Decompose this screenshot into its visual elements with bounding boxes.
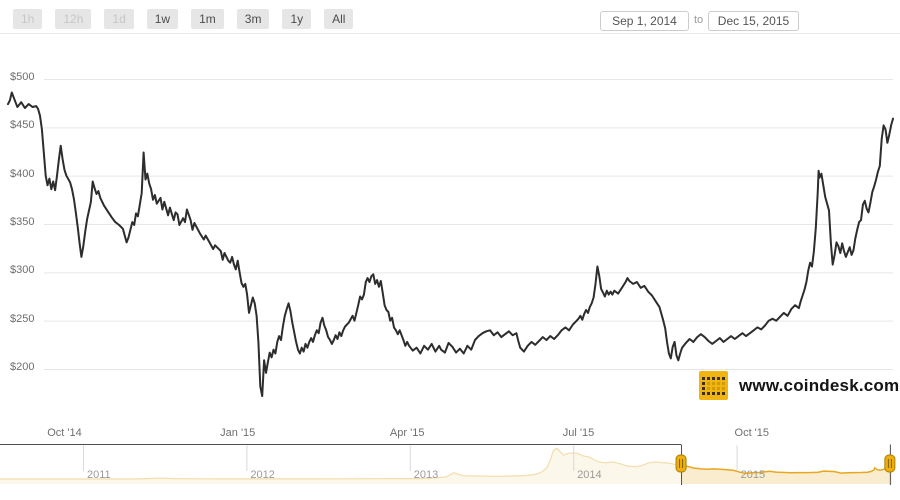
- range-selector: 1h 12h 1d 1w 1m 3m 1y All: [13, 9, 354, 29]
- navigator-year-label: 2012: [250, 469, 275, 481]
- logo-dot: [717, 386, 720, 390]
- logo-dot: [712, 391, 715, 395]
- navigator-year-label: 2015: [740, 469, 766, 481]
- logo-dot: [717, 376, 720, 380]
- logo-dot: [722, 391, 725, 395]
- range-button-1h: 1h: [13, 9, 43, 29]
- watermark-text: www.coindesk.com: [739, 375, 900, 395]
- logo-dot: [712, 386, 715, 390]
- price-line-series: [7, 91, 894, 398]
- x-axis-label: Oct '14: [47, 427, 82, 439]
- coindesk-watermark[interactable]: www.coindesk.com: [699, 371, 899, 400]
- x-axis-label: Jan '15: [220, 427, 256, 439]
- navigator-year-label: 2011: [87, 469, 111, 481]
- logo-dot: [717, 381, 720, 385]
- coindesk-logo-icon: [699, 371, 728, 400]
- y-axis-label: $200: [10, 361, 35, 373]
- range-button-1w[interactable]: 1w: [146, 9, 179, 29]
- navigator-unselected-line: [0, 447, 682, 480]
- y-axis-label: $400: [10, 167, 35, 180]
- logo-dot: [722, 376, 725, 380]
- date-range-to-label: to: [694, 14, 704, 26]
- logo-dot: [707, 381, 710, 385]
- logo-dot: [712, 381, 715, 385]
- y-axis-label: $500: [10, 71, 35, 83]
- logo-dot: [722, 386, 725, 390]
- y-axis-label: $450: [10, 119, 35, 132]
- y-axis-label: $350: [10, 216, 35, 228]
- navigator-right-handle[interactable]: [884, 454, 896, 473]
- range-button-all[interactable]: All: [324, 9, 354, 29]
- range-button-3m[interactable]: 3m: [236, 9, 270, 29]
- range-button-1m[interactable]: 1m: [191, 9, 224, 29]
- logo-dot: [717, 391, 720, 395]
- navigator-selected-line: [680, 465, 893, 475]
- x-axis-label: Jul '15: [562, 427, 595, 439]
- navigator-right-handle-grip[interactable]: [884, 454, 896, 473]
- x-axis-label: Apr '15: [389, 427, 425, 439]
- y-axis-label: $300: [10, 264, 35, 277]
- navigator-year-label: 2013: [413, 469, 439, 481]
- range-button-1d: 1d: [104, 9, 134, 29]
- logo-dot: [712, 376, 715, 380]
- navigator-year-label: 2014: [577, 469, 602, 481]
- date-from-input[interactable]: Sep 1, 2014: [600, 11, 689, 31]
- logo-dot: [702, 386, 705, 390]
- logo-dot: [722, 381, 725, 385]
- toolbar-separator: [0, 33, 900, 34]
- date-to-input[interactable]: Dec 15, 2015: [708, 11, 799, 31]
- logo-dot: [702, 391, 705, 395]
- navigator-left-handle-grip[interactable]: [675, 454, 687, 473]
- y-axis-label: $250: [10, 312, 35, 325]
- x-axis-label: Oct '15: [734, 427, 770, 439]
- logo-dot: [702, 376, 705, 380]
- logo-dot: [707, 376, 710, 380]
- navigator-left-handle[interactable]: [675, 454, 687, 473]
- range-button-1y[interactable]: 1y: [282, 9, 312, 29]
- logo-dot: [707, 386, 710, 390]
- range-button-12h: 12h: [55, 9, 92, 29]
- logo-dot: [707, 391, 710, 395]
- navigator-unselected-area[interactable]: [0, 448, 681, 484]
- logo-dot: [702, 381, 705, 385]
